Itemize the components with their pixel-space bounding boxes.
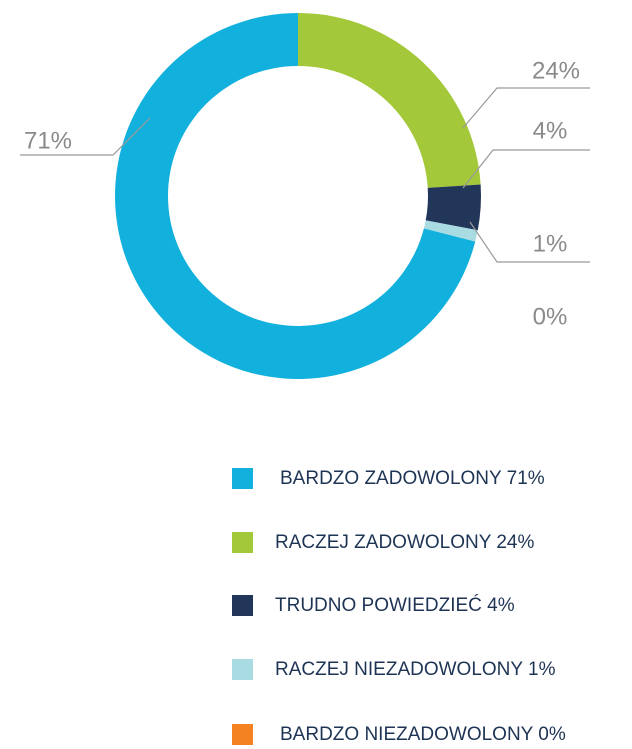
data-label: 0% (533, 303, 568, 330)
leader-line (462, 149, 590, 189)
legend-swatch (232, 595, 253, 616)
donut (115, 13, 481, 379)
legend-entry: BARDZO NIEZADOWOLONY 0% (280, 724, 566, 745)
legend-entry: TRUDNO POWIEDZIEĆ 4% (275, 594, 515, 616)
legend-label: RACZEJ NIEZADOWOLONY (275, 659, 523, 680)
legend-value: 24% (496, 532, 534, 553)
legend-value: 0% (538, 724, 566, 745)
leader-line (469, 221, 590, 263)
legend-value: 1% (528, 659, 556, 680)
leader-line (20, 117, 151, 156)
legend-value: 4% (487, 595, 515, 616)
slice (423, 220, 478, 242)
slice (115, 13, 476, 379)
legend-value: 71% (507, 468, 545, 489)
legend-swatch (232, 659, 253, 680)
legend-label: TRUDNO POWIEDZIEĆ (275, 594, 482, 616)
legend-label: BARDZO ZADOWOLONY (280, 468, 502, 489)
legend-entry: BARDZO ZADOWOLONY 71% (280, 468, 545, 489)
data-label: 4% (533, 117, 568, 144)
leader-line (462, 87, 590, 129)
legend-swatch (232, 532, 253, 553)
legend-label: BARDZO NIEZADOWOLONY (280, 724, 534, 745)
data-label: 71% (24, 127, 72, 154)
data-labels: 71% 24% 4% 1% 0% (20, 57, 590, 330)
legend-label: RACZEJ ZADOWOLONY (275, 532, 492, 553)
legend-swatch (232, 468, 253, 489)
slice (425, 184, 481, 231)
legend: BARDZO ZADOWOLONY 71% RACZEJ ZADOWOLONY 2… (232, 468, 566, 745)
data-label: 24% (532, 57, 580, 84)
legend-entry: RACZEJ NIEZADOWOLONY 1% (275, 659, 556, 680)
legend-entry: RACZEJ ZADOWOLONY 24% (275, 532, 534, 553)
data-label: 1% (533, 230, 568, 257)
slice (298, 13, 481, 188)
legend-swatch (232, 724, 253, 745)
